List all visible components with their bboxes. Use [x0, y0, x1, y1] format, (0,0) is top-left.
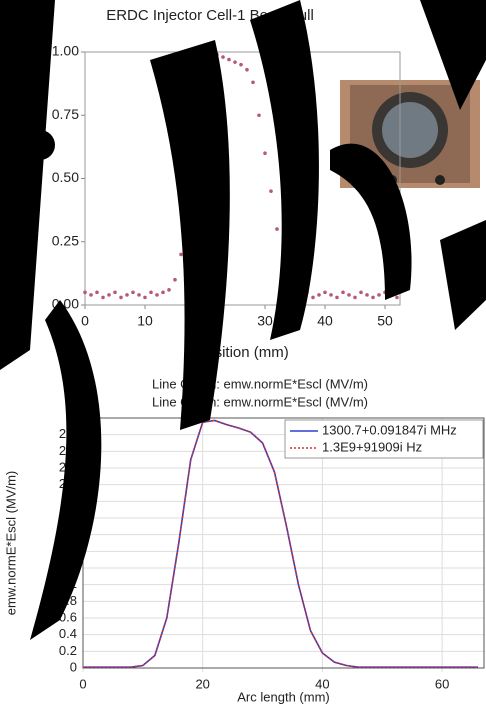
- data-point: [173, 277, 177, 282]
- data-point: [263, 151, 267, 155]
- occlusion: [30, 300, 102, 640]
- y-axis-label: emw.normE*Escl (MV/m): [3, 471, 18, 615]
- y-tick-label: 0.6: [59, 609, 77, 624]
- legend-box: [284, 419, 484, 459]
- data-point: [311, 295, 315, 300]
- data-point: [131, 290, 135, 295]
- data-point: [155, 293, 159, 297]
- data-point: [89, 293, 93, 297]
- x-tick-label: 30: [257, 313, 273, 329]
- data-point: [359, 290, 363, 295]
- occlusion: [420, 0, 486, 110]
- data-point: [257, 113, 261, 118]
- y-tick-label: 0.4: [59, 626, 77, 641]
- data-point: [377, 293, 381, 297]
- x-tick-label: 40: [315, 676, 329, 691]
- data-point: [83, 290, 87, 295]
- plot-frame: [84, 51, 401, 306]
- occlusion-shapes: [0, 0, 486, 640]
- data-point: [275, 227, 279, 231]
- x-tick-label: 10: [137, 313, 153, 329]
- data-point: [323, 290, 327, 295]
- data-point: [233, 60, 237, 64]
- data-point: [371, 295, 375, 300]
- data-point: [149, 290, 153, 295]
- y-tick-label: 0: [70, 659, 77, 674]
- x-tick-label: 50: [377, 313, 393, 329]
- data-point: [269, 189, 273, 193]
- occlusion: [250, 0, 319, 340]
- data-point: [347, 293, 351, 297]
- data-point: [167, 288, 171, 292]
- data-point: [161, 290, 165, 295]
- data-point: [245, 67, 249, 72]
- y-tick-label: 0.25: [52, 232, 79, 248]
- data-point: [227, 57, 231, 62]
- legend-label: 1300.7+0.091847i MHz: [322, 422, 457, 437]
- occlusion: [440, 220, 486, 330]
- legend-label: 1.3E9+91909i Hz: [322, 439, 422, 454]
- data-point: [341, 290, 345, 295]
- data-point: [365, 293, 369, 297]
- data-point: [125, 293, 129, 297]
- data-point: [179, 252, 183, 257]
- data-point: [317, 293, 321, 297]
- y-tick-label: 0.75: [52, 106, 79, 122]
- y-tick-label: 0.2: [59, 643, 77, 658]
- occlusion: [0, 0, 55, 370]
- y-tick-label: 0.50: [52, 169, 79, 185]
- data-point: [239, 62, 243, 67]
- x-tick-label: 20: [195, 676, 209, 691]
- data-point: [335, 295, 339, 300]
- data-point: [137, 293, 141, 297]
- data-point: [221, 55, 225, 59]
- occlusion: [330, 143, 412, 300]
- y-tick-label: 1.00: [52, 43, 79, 59]
- data-point: [395, 295, 399, 300]
- data-point: [143, 295, 147, 300]
- data-point: [101, 295, 105, 300]
- data-point: [113, 290, 117, 295]
- x-tick-label: 40: [317, 313, 333, 329]
- x-axis-label: Arc length (mm): [237, 689, 329, 704]
- x-tick-label: 60: [435, 676, 449, 691]
- data-point: [353, 295, 357, 300]
- line-series: [83, 419, 479, 668]
- data-point: [107, 293, 111, 297]
- data-point: [95, 290, 99, 295]
- data-point: [251, 80, 255, 85]
- occlusion: [150, 40, 230, 430]
- x-tick-label: 0: [79, 676, 86, 691]
- data-point: [119, 295, 123, 300]
- data-point: [329, 293, 333, 297]
- x-tick-label: 0: [81, 313, 89, 329]
- occlusion: [25, 130, 55, 160]
